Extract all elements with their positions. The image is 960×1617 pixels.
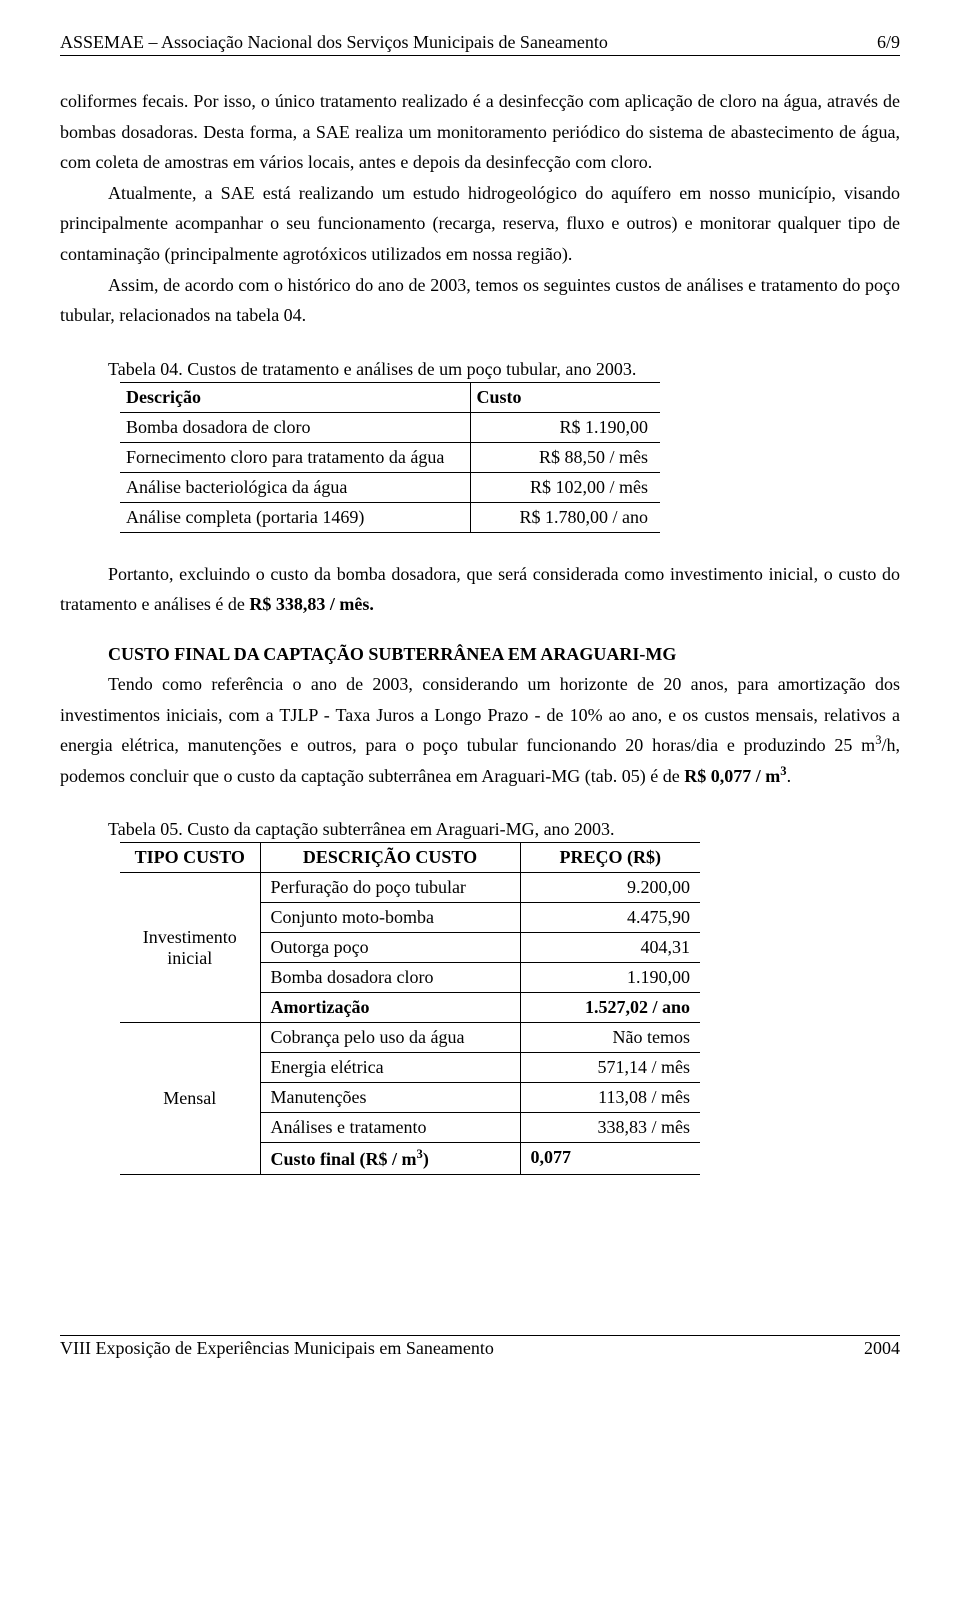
cell-desc: Energia elétrica (260, 1053, 520, 1083)
table05-header-tipo: TIPO CUSTO (120, 843, 260, 873)
p5-text-a: Tendo como referência o ano de 2003, con… (60, 674, 900, 755)
cell-desc: Cobrança pelo uso da água (260, 1023, 520, 1053)
cell-preco: 404,31 (520, 933, 700, 963)
cell-desc: Bomba dosadora de cloro (120, 412, 470, 442)
header-org: ASSEMAE – Associação Nacional dos Serviç… (60, 32, 608, 53)
table-row: Investimentoinicial Perfuração do poço t… (120, 873, 700, 903)
table05-header-desc: DESCRIÇÃO CUSTO (260, 843, 520, 873)
cell-desc: Amortização (260, 993, 520, 1023)
table04-caption: Tabela 04. Custos de tratamento e anális… (60, 359, 900, 380)
cell-preco: 4.475,90 (520, 903, 700, 933)
table04: Descrição Custo Bomba dosadora de cloro … (120, 382, 660, 533)
paragraph-5: Tendo como referência o ano de 2003, con… (60, 669, 900, 791)
footer-left: VIII Exposição de Experiências Municipai… (60, 1338, 494, 1359)
cell-desc: Fornecimento cloro para tratamento da ág… (120, 442, 470, 472)
cell-preco: 9.200,00 (520, 873, 700, 903)
table-row: Fornecimento cloro para tratamento da ág… (120, 442, 660, 472)
table05: TIPO CUSTO DESCRIÇÃO CUSTO PREÇO (R$) In… (120, 842, 700, 1175)
table05-header-preco: PREÇO (R$) (520, 843, 700, 873)
header-page-number: 6/9 (877, 32, 900, 53)
cell-desc: Custo final (R$ / m3) (260, 1143, 520, 1175)
cell-preco: Não temos (520, 1023, 700, 1053)
cell-desc: Outorga poço (260, 933, 520, 963)
cell-preco: 571,14 / mês (520, 1053, 700, 1083)
p5-text-d: . (787, 766, 792, 786)
cell-custo: R$ 1.780,00 / ano (470, 502, 660, 532)
table05-caption: Tabela 05. Custo da captação subterrânea… (60, 819, 900, 840)
cell-desc: Análise completa (portaria 1469) (120, 502, 470, 532)
cell-preco: 0,077 (520, 1143, 700, 1175)
table-row: Análise completa (portaria 1469) R$ 1.78… (120, 502, 660, 532)
body-text: coliformes fecais. Por isso, o único tra… (60, 86, 900, 331)
paragraph-3: Assim, de acordo com o histórico do ano … (60, 270, 900, 331)
page-footer: VIII Exposição de Experiências Municipai… (60, 1335, 900, 1359)
cell-desc: Manutenções (260, 1083, 520, 1113)
cell-custo: R$ 102,00 / mês (470, 472, 660, 502)
group-label-mensal: Mensal (120, 1023, 260, 1175)
cell-desc: Análises e tratamento (260, 1113, 520, 1143)
cell-preco: 113,08 / mês (520, 1083, 700, 1113)
cell-preco: 338,83 / mês (520, 1113, 700, 1143)
table-row: Mensal Cobrança pelo uso da água Não tem… (120, 1023, 700, 1053)
p4-bold: R$ 338,83 / mês. (249, 594, 374, 614)
cell-desc: Conjunto moto-bomba (260, 903, 520, 933)
table-row: Análise bacteriológica da água R$ 102,00… (120, 472, 660, 502)
section-title: CUSTO FINAL DA CAPTAÇÃO SUBTERRÂNEA EM A… (60, 644, 900, 665)
cell-custo: R$ 88,50 / mês (470, 442, 660, 472)
cell-desc: Bomba dosadora cloro (260, 963, 520, 993)
group-label-investimento: Investimentoinicial (120, 873, 260, 1023)
page-header: ASSEMAE – Associação Nacional dos Serviç… (60, 32, 900, 56)
paragraph-4: Portanto, excluindo o custo da bomba dos… (60, 559, 900, 620)
cell-preco: 1.527,02 / ano (520, 993, 700, 1023)
table04-header-desc: Descrição (120, 382, 470, 412)
cell-custo: R$ 1.190,00 (470, 412, 660, 442)
table-row: Bomba dosadora de cloro R$ 1.190,00 (120, 412, 660, 442)
table04-header-custo: Custo (470, 382, 660, 412)
cell-desc: Perfuração do poço tubular (260, 873, 520, 903)
footer-right: 2004 (864, 1338, 900, 1359)
cell-desc: Análise bacteriológica da água (120, 472, 470, 502)
p5-bold: R$ 0,077 / m3 (684, 766, 786, 786)
p4-text: Portanto, excluindo o custo da bomba dos… (60, 564, 900, 615)
cell-preco: 1.190,00 (520, 963, 700, 993)
paragraph-1: coliformes fecais. Por isso, o único tra… (60, 86, 900, 178)
paragraph-2: Atualmente, a SAE está realizando um est… (60, 178, 900, 270)
